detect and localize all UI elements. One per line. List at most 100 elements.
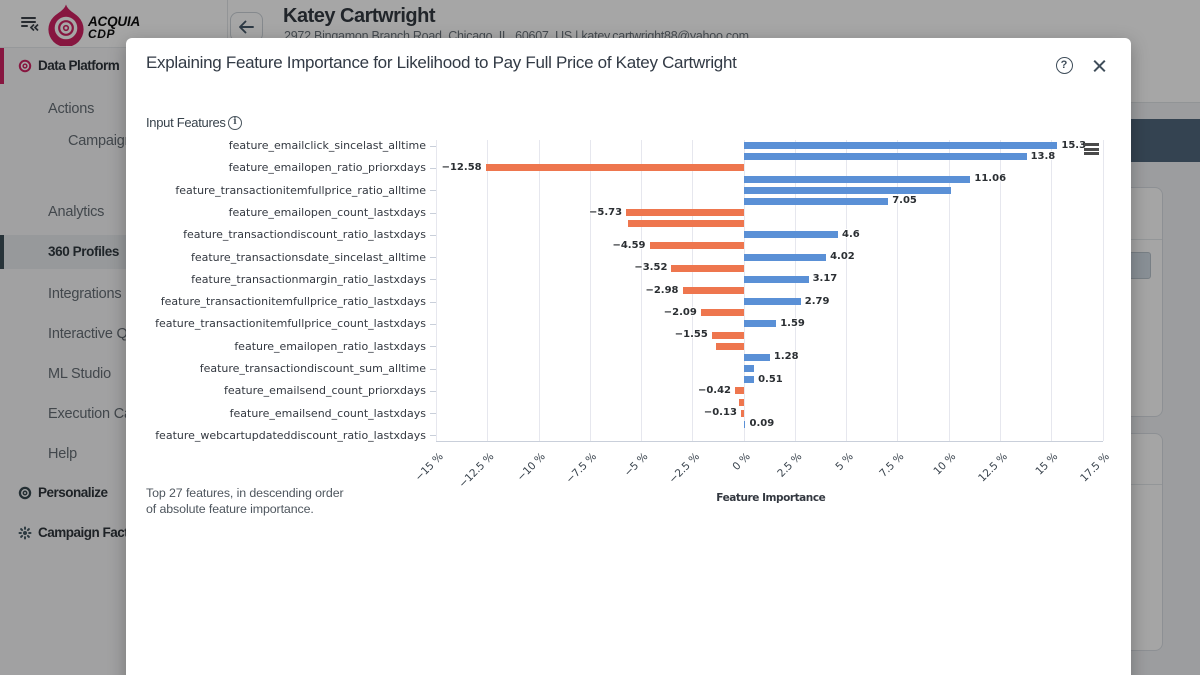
chart-gridline <box>1000 140 1001 441</box>
sidebar-accent-bar <box>0 235 4 269</box>
bar-value-label: 0.51 <box>758 373 783 385</box>
chart-category-label: feature_transactiondiscount_ratio_lastxd… <box>183 228 426 242</box>
chart-bar[interactable] <box>485 164 744 172</box>
chart-bar[interactable] <box>743 320 777 328</box>
campaign-factory-icon <box>18 526 32 540</box>
chart-y-tick <box>430 346 436 348</box>
sidebar-item-analytics[interactable]: Analytics <box>0 195 227 229</box>
sidebar-item-integrations[interactable]: Integrations <box>0 277 227 311</box>
chart-context-menu-icon[interactable] <box>1084 143 1099 156</box>
chart-bar[interactable] <box>735 387 744 395</box>
chart-x-axis-title: Feature Importance <box>716 492 826 504</box>
chart-bar[interactable] <box>743 186 951 194</box>
chart-bar[interactable] <box>682 287 744 294</box>
bar-value-label: −0.42 <box>697 384 731 396</box>
chart-y-tick <box>430 257 436 259</box>
chart-bar[interactable] <box>700 309 744 317</box>
chart-gridline <box>948 140 950 441</box>
chart-bar[interactable] <box>743 420 746 428</box>
chart-bar[interactable] <box>743 376 755 384</box>
data-platform-bullseye-icon <box>18 59 32 73</box>
chart-x-tick-label: 2.5 % <box>775 450 805 480</box>
sidebar-item-personalize[interactable]: Personalize <box>0 475 227 511</box>
caption-line-1: Top 27 features, in descending order <box>146 486 344 500</box>
info-icon[interactable]: i <box>228 116 242 130</box>
chart-y-tick <box>430 279 436 281</box>
chart-x-tick-label: 0 % <box>730 450 753 473</box>
chart-y-tick <box>430 301 436 303</box>
bar-value-label: −4.59 <box>612 239 646 251</box>
chart-bar[interactable] <box>649 242 744 250</box>
chart-bar[interactable] <box>627 220 744 228</box>
sidebar-item-data-platform[interactable]: Data Platform <box>0 48 227 84</box>
chart-bar[interactable] <box>743 153 1027 161</box>
chart-x-tick-label: 17.5 % <box>1078 450 1112 485</box>
sidebar-item-label: ML Studio <box>48 366 111 382</box>
chart-category-label: feature_transactionitemfullprice_ratio_a… <box>175 183 426 197</box>
chart-gridline <box>1051 140 1053 441</box>
chart-bar[interactable] <box>626 209 744 216</box>
hamburger-line <box>21 25 28 28</box>
sidebar-item-label: Data Platform <box>38 58 120 73</box>
sidebar-item-ml-studio[interactable]: ML Studio <box>0 357 227 391</box>
chart-bar[interactable] <box>671 264 744 272</box>
bar-value-label: −2.98 <box>645 284 679 296</box>
bar-value-label: 0.09 <box>749 418 775 430</box>
sidebar-item-label: Analytics <box>48 204 105 220</box>
chart-category-label: feature_webcartupdateddiscount_ratio_las… <box>155 428 426 442</box>
sidebar-item-actions[interactable]: Actions <box>0 92 227 126</box>
caption-line-2: of absolute feature importance. <box>146 501 314 516</box>
chart-y-tick <box>430 368 436 370</box>
help-icon[interactable]: ? <box>1055 56 1073 74</box>
chart-gridline <box>846 140 848 441</box>
chart-bar[interactable] <box>743 275 809 283</box>
page-title: Katey Cartwright <box>283 5 436 27</box>
chart-bar[interactable] <box>743 142 1058 150</box>
chart-bar[interactable] <box>743 353 770 361</box>
chart-x-tick-label: 12.5 % <box>975 450 1010 485</box>
sidebar-item-label: 360 Profiles <box>48 244 119 259</box>
chart-bar[interactable] <box>711 331 744 339</box>
chart-category-label: feature_emailclick_sincelast_alltime <box>228 139 426 153</box>
logo-brand-text: ACQUIA <box>88 14 141 29</box>
chart-x-tick-label: −10 % <box>514 450 548 484</box>
sidebar-item-label: Personalize <box>38 485 108 500</box>
chart-bar[interactable] <box>743 231 838 239</box>
chart-y-tick <box>430 145 436 147</box>
chart-category-label: feature_transactionitemfullprice_count_l… <box>155 317 426 331</box>
chart-bar[interactable] <box>740 409 744 417</box>
chart-bar[interactable] <box>743 175 971 183</box>
chart-category-label: feature_transactionmargin_ratio_lastxday… <box>191 272 426 286</box>
sidebar-item-campaigns[interactable]: Campaigns <box>0 124 227 158</box>
bar-value-label: 4.02 <box>830 251 855 263</box>
chart-bar[interactable] <box>743 298 801 306</box>
chart-gridline <box>1102 140 1104 441</box>
chart-bar[interactable] <box>743 253 826 261</box>
chart-gridline <box>436 140 437 441</box>
personalize-icon <box>18 486 32 500</box>
modal-title: Explaining Feature Importance for Likeli… <box>146 53 737 72</box>
chart-category-label: feature_emailopen_ratio_priorxdays <box>228 161 426 175</box>
chart-bar[interactable] <box>743 365 755 372</box>
chart-bar[interactable] <box>738 398 744 406</box>
chart-y-tick <box>430 413 436 415</box>
chart-bar[interactable] <box>715 342 744 350</box>
chart-gridline <box>641 140 643 441</box>
bar-value-label: −5.73 <box>589 206 623 218</box>
chart-bar[interactable] <box>743 197 889 205</box>
sidebar-collapse-icon[interactable] <box>21 16 39 31</box>
sidebar-item-campaign-factory[interactable]: Campaign Factory <box>0 515 227 551</box>
sidebar-item-label: Integrations <box>48 286 122 302</box>
chart-gridline <box>589 140 591 441</box>
chart-x-tick-label: 7.5 % <box>877 450 907 480</box>
menu-line <box>1084 152 1099 156</box>
chart-caption: Top 27 features, in descending order of … <box>146 486 344 517</box>
chart-category-label: feature_transactionitemfullprice_ratio_l… <box>160 295 426 309</box>
sidebar-item-help[interactable]: Help <box>0 437 227 471</box>
bar-value-label: 11.06 <box>974 173 1007 184</box>
bar-value-label: −0.13 <box>703 407 737 419</box>
chart-y-tick <box>430 190 436 192</box>
chart-y-tick <box>430 390 436 392</box>
acquia-cdp-logo: ACQUIA CDP <box>46 3 196 47</box>
hamburger-line <box>21 21 36 24</box>
